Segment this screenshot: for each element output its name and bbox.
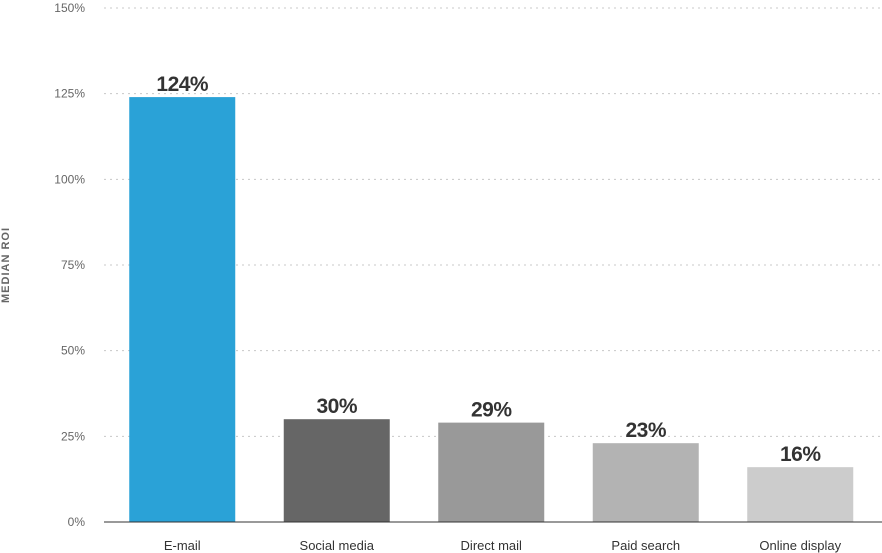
y-axis-title: MEDIAN ROI xyxy=(0,227,12,303)
x-tick-label: Direct mail xyxy=(461,538,523,553)
y-tick-label: 25% xyxy=(61,429,85,443)
bar xyxy=(592,443,699,522)
bars xyxy=(129,97,854,523)
y-tick-label: 50% xyxy=(61,344,85,358)
data-label: 30% xyxy=(316,395,357,418)
y-axis-tick-labels: 0% 25% 50% 75% 100% 125% 150% xyxy=(54,1,85,529)
x-axis-category-labels: E-mail Social media Direct mail Paid search… xyxy=(164,538,842,553)
x-tick-label: E-mail xyxy=(164,538,201,553)
bar xyxy=(747,467,854,522)
x-tick-label: Paid search xyxy=(611,538,680,553)
y-tick-label: 100% xyxy=(54,172,85,186)
y-tick-label: 75% xyxy=(61,258,85,272)
data-label: 23% xyxy=(625,419,666,442)
bar xyxy=(438,422,545,522)
y-tick-label: 125% xyxy=(54,87,85,101)
y-tick-label: 0% xyxy=(68,515,86,529)
x-tick-label: Online display xyxy=(759,538,841,553)
data-label: 29% xyxy=(471,399,512,422)
y-tick-label: 150% xyxy=(54,1,85,15)
x-tick-label: Social media xyxy=(300,538,375,553)
bar xyxy=(129,97,236,523)
data-labels: 124% 30% 29% 23% 16% xyxy=(156,73,821,466)
data-label: 124% xyxy=(156,73,209,96)
data-label: 16% xyxy=(780,443,821,466)
bar xyxy=(283,419,390,522)
